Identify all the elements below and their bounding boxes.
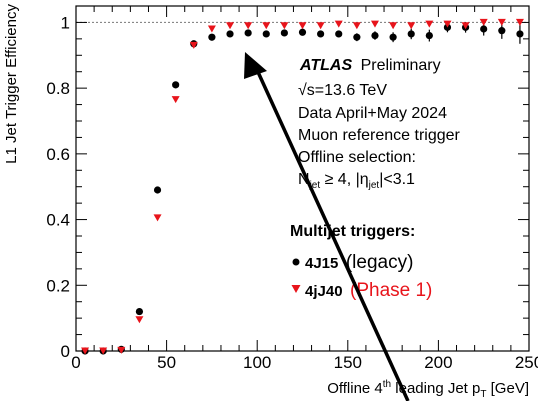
data-point-4jj40 (226, 22, 235, 30)
data-point-4j15 (389, 33, 397, 41)
data-point-4jj40 (316, 22, 325, 30)
data-point-4j15 (371, 31, 379, 40)
data-point-4jj40 (298, 22, 307, 30)
data-point-4j15 (353, 33, 361, 41)
atlas-label: ATLAS (299, 57, 352, 74)
data-point-4j15 (135, 307, 144, 316)
x-axis-label-prefix: Offline 4 (327, 380, 383, 397)
atlas-label-line: ATLAS Preliminary (299, 57, 441, 74)
legend-note-phase1: (Phase 1) (350, 280, 432, 301)
data-point-4j15 (498, 27, 506, 35)
legend-marker-phase1 (291, 285, 301, 293)
data-point-4j15 (480, 25, 488, 33)
overlay-arrow (244, 52, 410, 401)
data-point-4j15 (244, 29, 252, 37)
arrow-shaft (256, 71, 410, 401)
data-point-4j15 (172, 81, 180, 89)
selection-cuts-label: Njet ≥ 4, |ηjet|<3.1 (298, 171, 415, 191)
data-point-4jj40 (497, 18, 506, 26)
legend-title: Multijet triggers: (290, 223, 415, 240)
data-point-4j15 (317, 30, 325, 38)
y-tick-label: 0.4 (46, 211, 70, 230)
data-point-4jj40 (81, 347, 90, 355)
axis-tick-labels: 0 50 100 150 200 250 0 0.2 0.4 0.6 0.8 1 (46, 13, 538, 372)
data-point-4j15 (516, 30, 524, 38)
x-tick-label: 100 (243, 353, 271, 372)
plot-frame (75, 5, 530, 352)
x-axis-label-superscript: th (383, 379, 391, 390)
y-tick-label: 0 (61, 342, 70, 361)
data-point-4j15 (226, 30, 234, 38)
y-tick-label: 0.6 (46, 145, 70, 164)
data-point-4jj40 (153, 214, 162, 222)
legend-name-legacy: 4J15 (305, 255, 338, 272)
arrow-head (244, 52, 267, 79)
data-point-4jj40 (515, 18, 524, 26)
data-point-4jj40 (117, 346, 126, 354)
data-point-4j15 (280, 29, 288, 37)
data-point-4j15 (208, 33, 216, 41)
data-point-4jj40 (407, 22, 416, 30)
legend-name-phase1: 4jJ40 (305, 283, 343, 300)
data-point-4j15 (335, 30, 343, 38)
data-point-4jj40 (370, 20, 379, 28)
legend-entry-legacy: 4J15 (legacy) (305, 252, 413, 273)
x-tick-label: 50 (157, 353, 176, 372)
data-point-4jj40 (479, 18, 488, 26)
data-point-4jj40 (461, 22, 470, 30)
data-point-4j15 (407, 30, 415, 38)
data-point-4j15 (425, 31, 433, 40)
x-tick-label: 150 (334, 353, 362, 372)
data-point-4jj40 (171, 96, 180, 104)
data-point-4jj40 (352, 22, 361, 30)
data-point-4j15 (298, 28, 307, 36)
y-tick-label: 0.8 (46, 79, 70, 98)
atlas-annotation: ATLAS Preliminary √s=13.6 TeV Data April… (298, 57, 461, 191)
data-point-4jj40 (99, 347, 108, 355)
data-point-4jj40 (135, 316, 144, 324)
y-tick-label: 1 (61, 13, 70, 32)
data-point-4jj40 (262, 22, 271, 30)
data-point-4jj40 (244, 22, 253, 30)
cut-eta: ≥ 4, |η (320, 171, 369, 188)
x-axis-label-middle: leading Jet p (391, 380, 480, 397)
cut-eta-end: |<3.1 (379, 171, 415, 188)
legend: Multijet triggers: 4J15 (legacy) 4jJ40 (… (290, 223, 432, 301)
data-period-label: Data April+May 2024 (298, 105, 447, 122)
x-tick-label: 200 (424, 353, 452, 372)
offline-selection-label: Offline selection: (298, 149, 416, 166)
data-point-4jj40 (334, 20, 343, 28)
cut-eta-subscript: jet (368, 180, 380, 191)
data-point-4jj40 (443, 20, 452, 28)
x-axis-label: Offline 4th leading Jet pT [GeV] (327, 379, 529, 400)
data-point-4j15 (153, 186, 162, 194)
y-axis-label: L1 Jet Trigger Efficiency (3, 4, 20, 164)
data-point-4j15 (262, 30, 270, 38)
y-tick-label: 0.2 (46, 276, 70, 295)
reference-trigger-label: Muon reference trigger (298, 127, 461, 144)
data-point-4jj40 (280, 22, 289, 30)
x-tick-label: 250 (515, 353, 538, 372)
axis-ticks (75, 5, 530, 352)
data-point-4jj40 (207, 25, 216, 33)
preliminary-label: Preliminary (361, 57, 441, 74)
legend-entry-phase1: 4jJ40 (Phase 1) (305, 280, 432, 301)
legend-marker-legacy (292, 258, 300, 266)
energy-label: √s=13.6 TeV (298, 82, 387, 99)
x-tick-label: 0 (71, 353, 80, 372)
cut-n: N (298, 171, 310, 188)
data-point-4jj40 (389, 22, 398, 30)
data-point-4jj40 (425, 20, 434, 28)
cut-n-subscript: jet (309, 180, 321, 191)
data-points (81, 18, 524, 355)
x-axis-label-subscript: T (480, 389, 486, 400)
data-point-4jj40 (189, 41, 198, 49)
legend-note-legacy: (legacy) (346, 252, 414, 273)
x-axis-label-suffix: [GeV] (486, 380, 529, 397)
